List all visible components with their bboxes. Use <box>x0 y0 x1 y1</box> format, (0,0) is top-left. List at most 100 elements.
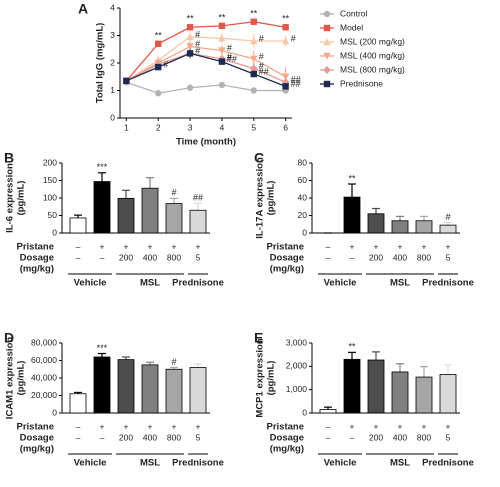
bar <box>117 359 135 414</box>
significance: *** <box>97 343 108 353</box>
bar <box>391 371 409 414</box>
bar <box>165 368 183 414</box>
row-cell: – <box>326 252 331 262</box>
group-label: Prednisone <box>422 278 474 289</box>
bar <box>117 197 135 234</box>
row-cell: 200 <box>369 252 383 262</box>
row-cell: + <box>422 421 427 431</box>
y-axis-label: Total IgG (mg/mL) <box>95 23 106 104</box>
legend-marker <box>323 24 331 32</box>
row-cell: 200 <box>119 432 133 442</box>
marker <box>186 43 194 51</box>
significance: ** <box>250 8 258 18</box>
y-tick-label: 100 <box>43 192 57 202</box>
y-tick-label: 1 <box>110 85 115 95</box>
y-axis-label: (pg/mL) <box>16 181 27 216</box>
panel-letter: A <box>78 1 88 17</box>
marker <box>186 84 194 91</box>
row-cell: + <box>374 421 379 431</box>
legend-marker <box>323 80 331 88</box>
x-tick-label: 4 <box>220 122 225 132</box>
marker <box>282 24 289 31</box>
bar <box>189 209 207 234</box>
y-axis-label: (pg/mL) <box>266 181 277 216</box>
marker <box>281 37 290 45</box>
bar <box>165 203 183 234</box>
x-tick-label: 1 <box>124 122 129 132</box>
bar <box>319 409 337 414</box>
bar <box>69 217 87 234</box>
y-tick-label: 150 <box>43 175 57 185</box>
y-tick-label: 80 <box>298 157 308 167</box>
y-axis-label: MCP1 expression <box>255 338 266 417</box>
row-sublabel: (mg/kg) <box>270 264 304 275</box>
bar <box>189 367 207 414</box>
marker <box>282 83 289 90</box>
x-axis-label: Time (month) <box>176 137 236 148</box>
significance: # <box>259 51 264 61</box>
row-cell: – <box>350 252 355 262</box>
significance: # <box>227 43 232 53</box>
legend-label: MSL (800 mg/kg) <box>340 64 405 74</box>
row-cell: + <box>422 241 427 251</box>
legend-label: Control <box>340 8 368 18</box>
significance: *** <box>97 162 108 172</box>
marker <box>186 24 194 31</box>
legend-marker <box>323 38 331 46</box>
row-label: Pristane <box>267 422 305 433</box>
marker <box>250 18 257 25</box>
bar <box>439 374 457 414</box>
y-tick-label: 80,000 <box>31 337 57 347</box>
marker <box>218 34 226 42</box>
y-axis-label: IL-6 expression <box>5 163 16 233</box>
row-cell: 400 <box>393 432 407 442</box>
significance: ** <box>155 30 163 40</box>
significance: ## <box>291 75 301 85</box>
y-axis-label: ICAM1 expression <box>5 337 16 420</box>
bar <box>367 213 385 234</box>
row-cell: – <box>100 252 105 262</box>
row-cell: 5 <box>446 252 451 262</box>
row-cell: 800 <box>167 252 181 262</box>
legend-marker <box>323 10 331 18</box>
legend-label: Prednisone <box>340 78 383 88</box>
marker <box>155 40 162 47</box>
row-cell: + <box>350 241 355 251</box>
row-cell: 200 <box>369 432 383 442</box>
significance: ** <box>187 13 195 23</box>
row-cell: – <box>76 252 81 262</box>
row-cell: + <box>446 421 451 431</box>
y-tick-label: 2,000 <box>286 361 308 371</box>
y-tick-label: 200 <box>43 157 57 167</box>
significance: # <box>291 33 296 43</box>
significance: ** <box>282 13 290 23</box>
series-line <box>126 36 286 82</box>
bar <box>391 220 409 234</box>
marker <box>250 55 258 63</box>
row-cell: – <box>326 432 331 442</box>
y-tick-label: 3,000 <box>286 337 308 347</box>
row-cell: 5 <box>446 432 451 442</box>
y-tick-label: 2 <box>110 57 115 67</box>
significance: # <box>171 188 176 198</box>
row-cell: – <box>326 241 331 251</box>
row-sublabel: (mg/kg) <box>20 264 54 275</box>
row-cell: 800 <box>417 432 431 442</box>
row-cell: 400 <box>143 432 157 442</box>
row-label: Pristane <box>17 422 55 433</box>
marker <box>218 81 226 89</box>
marker <box>250 37 258 45</box>
panel-letter: E <box>254 330 263 346</box>
marker <box>186 50 194 57</box>
y-axis-label: IL-17A expression <box>255 157 266 239</box>
row-label: Dosage <box>20 253 54 264</box>
legend-marker <box>323 52 331 60</box>
marker <box>155 63 162 71</box>
row-cell: + <box>398 241 403 251</box>
bar <box>93 356 111 414</box>
significance: ## <box>259 66 269 76</box>
bar <box>343 358 361 414</box>
marker <box>250 70 257 78</box>
bar <box>439 224 457 234</box>
group-label: Vehicle <box>74 458 107 469</box>
